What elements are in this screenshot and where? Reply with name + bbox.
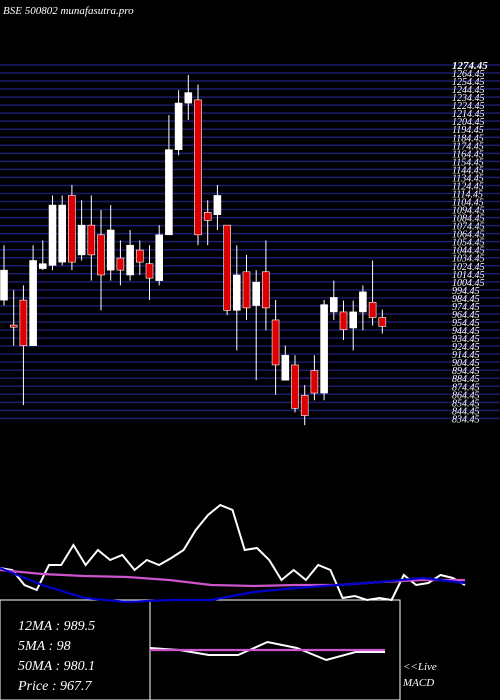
y-tick-label: 1124.45	[452, 181, 484, 192]
y-tick-label: 964.45	[452, 310, 480, 321]
candle-body	[19, 299, 28, 346]
candle-body	[126, 244, 134, 276]
candle-body	[68, 195, 76, 263]
y-tick-label: 1024.45	[452, 262, 485, 273]
live-label: <<Live	[403, 661, 437, 673]
indicator-text: 5MA : 98	[18, 639, 71, 654]
candle-body	[97, 234, 105, 276]
y-tick-label: 1204.45	[452, 117, 485, 128]
candle-body	[252, 281, 260, 306]
candle-body	[165, 149, 173, 236]
candle-body	[48, 204, 57, 266]
y-tick-label: 1064.45	[452, 230, 485, 241]
candle-body	[174, 102, 183, 150]
y-tick-label: 834.45	[452, 414, 480, 425]
y-tick-label: 1244.45	[452, 85, 485, 96]
y-tick-label: 1004.45	[452, 278, 485, 289]
y-tick-label: 1034.45	[452, 254, 485, 265]
candle-body	[29, 260, 37, 346]
live_macd-line	[149, 640, 385, 662]
y-tick-label: 1224.45	[452, 101, 485, 112]
y-tick-label: 944.45	[452, 326, 480, 337]
y-tick-label: 1104.45	[452, 198, 484, 209]
y-tick-label: 1164.45	[452, 149, 484, 160]
candle-body	[329, 297, 338, 313]
y-tick-label: 844.45	[452, 406, 480, 417]
candle-body	[223, 224, 231, 311]
y-tick-label: 1154.45	[452, 157, 484, 168]
macd-line	[0, 568, 465, 588]
candle-body	[320, 304, 328, 394]
y-tick-label: 924.45	[452, 342, 480, 353]
live-sub: MACD	[402, 677, 434, 689]
y-tick-label: 1054.45	[452, 238, 485, 249]
y-tick-label: 1094.45	[452, 206, 485, 217]
candle-body	[271, 319, 280, 366]
candle-body	[310, 370, 319, 394]
candle-body	[106, 229, 115, 271]
candle-body	[155, 234, 163, 281]
y-tick-label: 1084.45	[452, 214, 485, 225]
y-tick-label: 1274.45	[452, 60, 488, 72]
candle-body	[349, 311, 358, 329]
y-tick-label: 1134.45	[452, 173, 484, 184]
y-tick-label: 904.45	[452, 358, 480, 369]
y-tick-label: 914.45	[452, 350, 480, 361]
indicator-text: 12MA : 989.5	[18, 619, 95, 634]
candle-body	[291, 364, 299, 409]
y-tick-label: 864.45	[452, 390, 480, 401]
y-tick-label: 934.45	[452, 334, 480, 345]
candle-body	[262, 271, 270, 309]
candle-body	[203, 212, 212, 221]
y-tick-label: 1114.45	[452, 189, 483, 200]
y-tick-label: 894.45	[452, 366, 480, 377]
candle-body	[300, 395, 309, 416]
y-tick-label: 874.45	[452, 382, 480, 393]
candle-body	[233, 274, 241, 311]
candle-body	[87, 224, 96, 256]
candle-body	[136, 249, 144, 263]
indicator-box	[0, 599, 151, 700]
y-tick-label: 1214.45	[452, 109, 485, 120]
y-tick-label: 1014.45	[452, 270, 485, 281]
candle-body	[58, 204, 67, 263]
y-tick-label: 1234.45	[452, 93, 485, 104]
chart-title: BSE 500802 munafasutra.pro	[3, 5, 134, 17]
y-tick-label: 1174.45	[452, 141, 484, 152]
candle-body	[38, 263, 47, 269]
y-tick-label: 1194.45	[452, 125, 484, 136]
y-tick-label: 1044.45	[452, 246, 485, 257]
indicator-text: Price : 967.7	[17, 679, 92, 694]
y-tick-label: 884.45	[452, 374, 480, 385]
candle-body	[145, 263, 154, 279]
y-tick-label: 1184.45	[452, 133, 484, 144]
macd-line	[0, 566, 466, 604]
candle-body	[184, 92, 193, 104]
candle-body	[339, 311, 348, 330]
candle-body	[242, 271, 251, 309]
y-tick-label: 1144.45	[452, 165, 484, 176]
candle-body	[213, 195, 222, 216]
y-tick-label: 994.45	[452, 286, 480, 297]
y-tick-label: 974.45	[452, 302, 480, 313]
y-tick-label: 854.45	[452, 398, 480, 409]
candle-body	[116, 257, 125, 271]
candle-body	[194, 99, 202, 236]
candle-body	[281, 354, 290, 381]
y-tick-label: 1074.45	[452, 222, 485, 233]
candle-body	[77, 224, 86, 256]
macd-line	[0, 503, 466, 602]
y-tick-label: 984.45	[452, 294, 480, 305]
candle-body	[359, 291, 367, 313]
indicator-text: 50MA : 980.1	[18, 659, 95, 674]
y-tick-label: 1264.45	[452, 69, 485, 80]
candle-body	[9, 324, 18, 328]
y-tick-label: 1254.45	[452, 77, 485, 88]
candle-body	[368, 301, 377, 318]
candle-body	[0, 269, 8, 301]
candle-body	[378, 317, 387, 327]
y-tick-label: 954.45	[452, 318, 480, 329]
